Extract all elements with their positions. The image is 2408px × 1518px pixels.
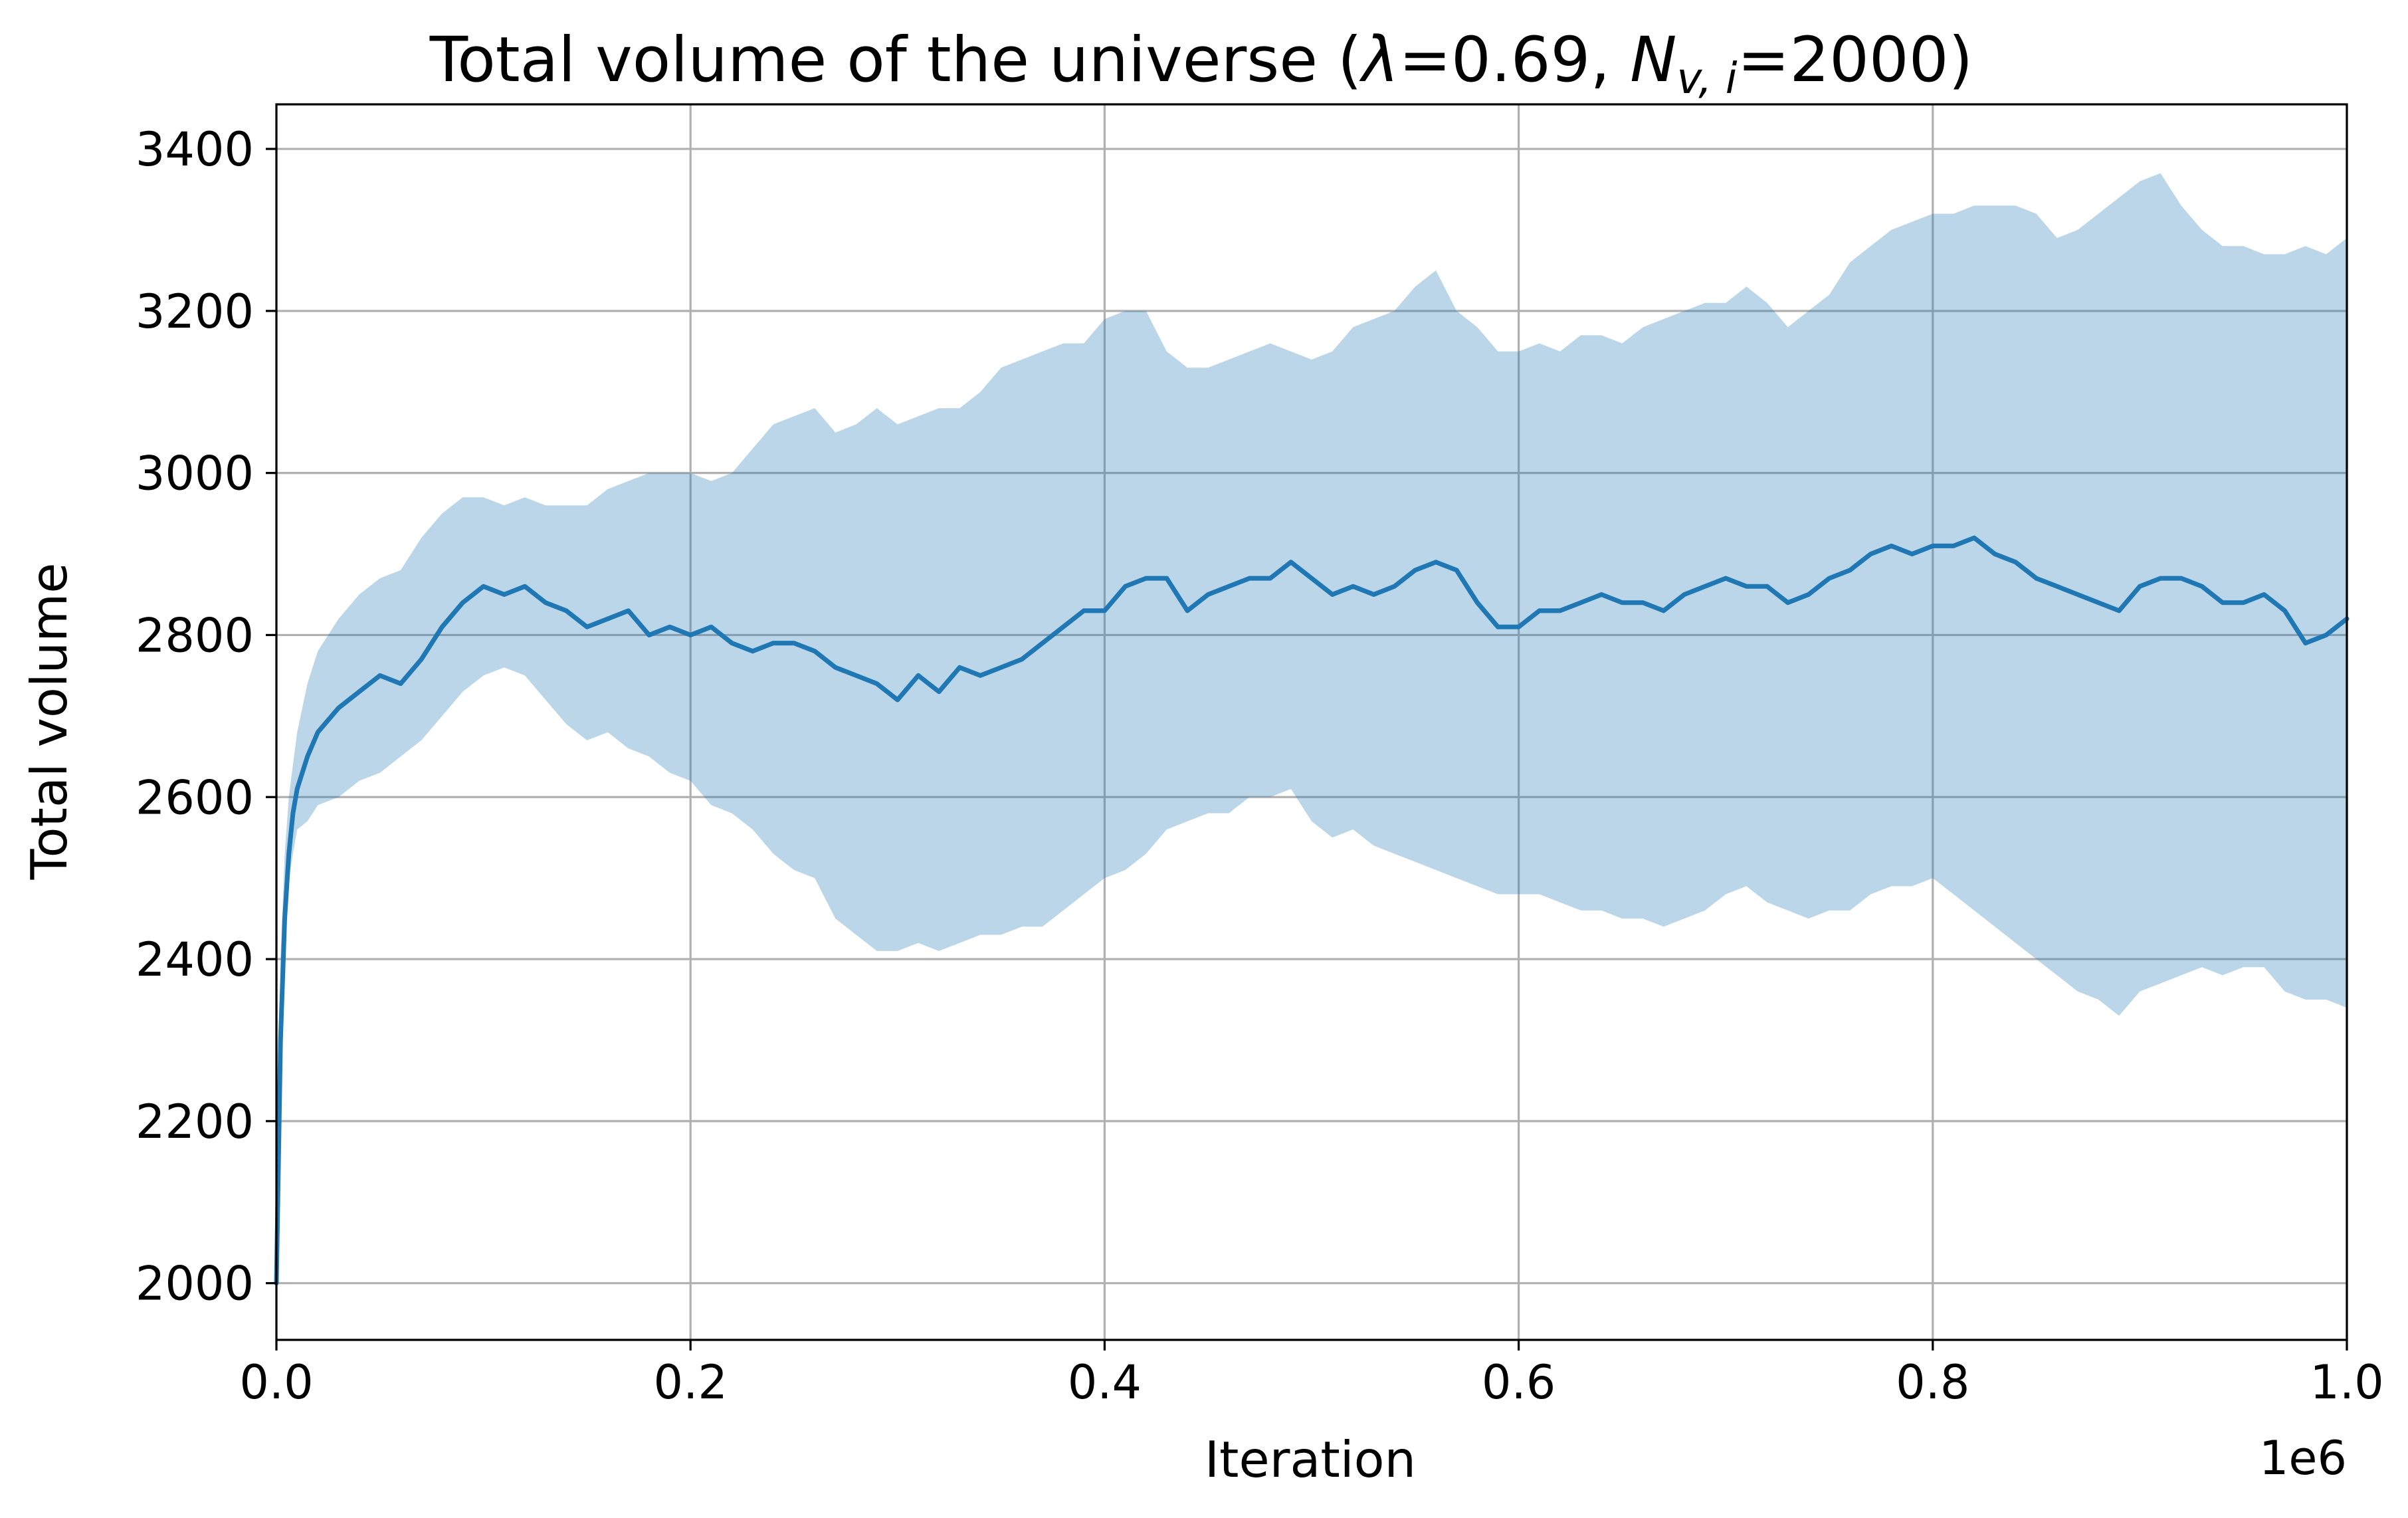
title-lambda-symbol: λ [1359, 24, 1399, 96]
title-n-subscript: v, i [1676, 54, 1737, 104]
x-tick-label: 0.8 [1896, 1355, 1969, 1410]
band-layer [276, 173, 2347, 1283]
labels-layer: 0.0 0.2 0.4 0.6 0.8 1.0 2000 2200 2400 2600 2800 30… [136, 122, 2384, 1410]
title-lambda-value: =0.69, [1399, 24, 1630, 96]
y-tick-label: 2000 [136, 1257, 254, 1311]
x-axis-label: Iteration [1205, 1430, 1416, 1489]
x-tick-label: 1.0 [2310, 1355, 2383, 1410]
y-tick-label: 3200 [136, 284, 254, 339]
x-tick-label: 0.4 [1068, 1355, 1142, 1410]
mean-line [274, 535, 2350, 1286]
x-tick-label: 0.6 [1482, 1355, 1555, 1410]
y-tick-label: 2600 [136, 770, 254, 825]
x-tick-label: 0.0 [239, 1355, 313, 1410]
x-offset-label: 1e6 [2259, 1431, 2347, 1485]
y-tick-label: 2400 [136, 932, 254, 987]
y-tick-label: 3400 [136, 122, 254, 177]
y-tick-label: 2800 [136, 608, 254, 663]
y-axis-label: Total volume [20, 563, 78, 881]
ticks-layer [266, 148, 2348, 1351]
title-n-symbol: N [1630, 24, 1676, 96]
plot-frame [275, 103, 2348, 1341]
confidence-band [276, 173, 2347, 1283]
line-layer [274, 535, 2350, 1286]
x-tick-label: 0.2 [654, 1355, 728, 1410]
title-prefix: Total volume of the universe ( [429, 24, 1362, 96]
y-tick-label: 3000 [136, 447, 254, 501]
title-n-value: =2000) [1738, 24, 1973, 96]
y-tick-label: 2200 [136, 1095, 254, 1149]
chart-title: Total volume of the universe (λ=0.69, Nv… [429, 24, 1973, 104]
